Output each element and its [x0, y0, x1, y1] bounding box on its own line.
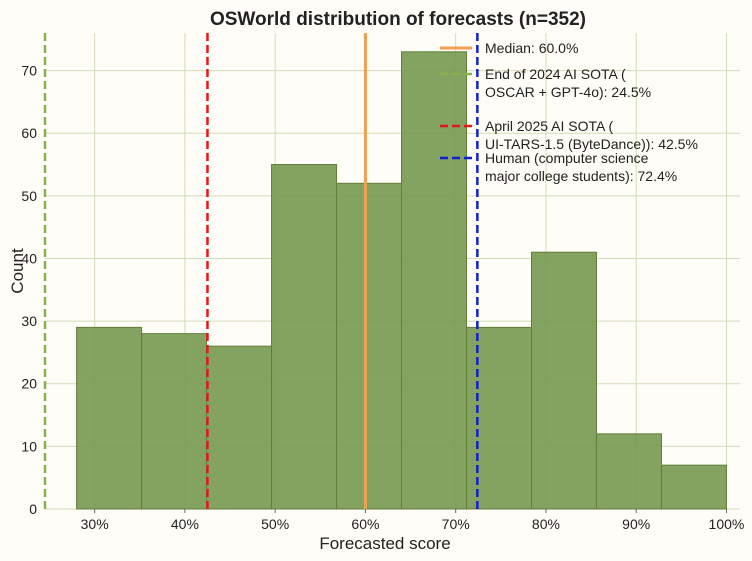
x-tick-label: 40%: [171, 516, 199, 532]
histogram-bar: [595, 433, 662, 510]
x-tick-label: 90%: [622, 516, 650, 532]
histogram-bar: [141, 333, 208, 510]
legend: Median: 60.0% End of 2024 AI SOTA ( OSCAR …: [440, 40, 698, 184]
y-tick-label: 10: [21, 438, 37, 454]
legend-label: major college students): 72.4%: [485, 168, 677, 184]
y-tick-label: 30: [21, 313, 37, 329]
legend-label: OSCAR + GPT-4o): 24.5%: [485, 84, 651, 100]
x-tick-label: 80%: [532, 516, 560, 532]
y-axis-label: Count: [8, 248, 27, 294]
x-tick-label: 50%: [261, 516, 289, 532]
y-tick-label: 20: [21, 376, 37, 392]
histogram-bar: [206, 345, 273, 510]
histogram-bar: [401, 51, 468, 510]
x-tick-label: 60%: [351, 516, 379, 532]
y-tick-label: 70: [21, 63, 37, 79]
histogram-bar: [271, 164, 338, 510]
histogram-bar: [76, 326, 143, 510]
histogram-bar: [531, 251, 597, 510]
y-tick-label: 50: [21, 188, 37, 204]
y-ticks: 0 10 20 30 40 50 60 70: [21, 63, 37, 517]
legend-label: April 2025 AI SOTA (: [485, 118, 613, 134]
y-tick-label: 60: [21, 125, 37, 141]
reference-lines: [43, 33, 479, 509]
x-tick-label: 100%: [709, 516, 745, 532]
legend-label: Human (computer science: [485, 150, 649, 166]
y-tick-label: 0: [29, 501, 37, 517]
x-tick-label: 70%: [442, 516, 470, 532]
x-ticks: 30% 40% 50% 60% 70% 80% 90% 100%: [81, 509, 745, 532]
chart-title: OSWorld distribution of forecasts (n=352…: [210, 9, 586, 30]
x-tick-label: 30%: [81, 516, 109, 532]
legend-label: UI-TARS-1.5 (ByteDance)): 42.5%: [485, 136, 698, 152]
legend-label: End of 2024 AI SOTA (: [485, 66, 626, 82]
y-tick-label: 40: [21, 250, 37, 266]
histogram-bar: [660, 464, 727, 510]
x-axis-label: Forecasted score: [319, 534, 450, 553]
histogram-bar: [336, 182, 403, 510]
bars: [76, 51, 727, 510]
legend-label: Median: 60.0%: [485, 40, 578, 56]
